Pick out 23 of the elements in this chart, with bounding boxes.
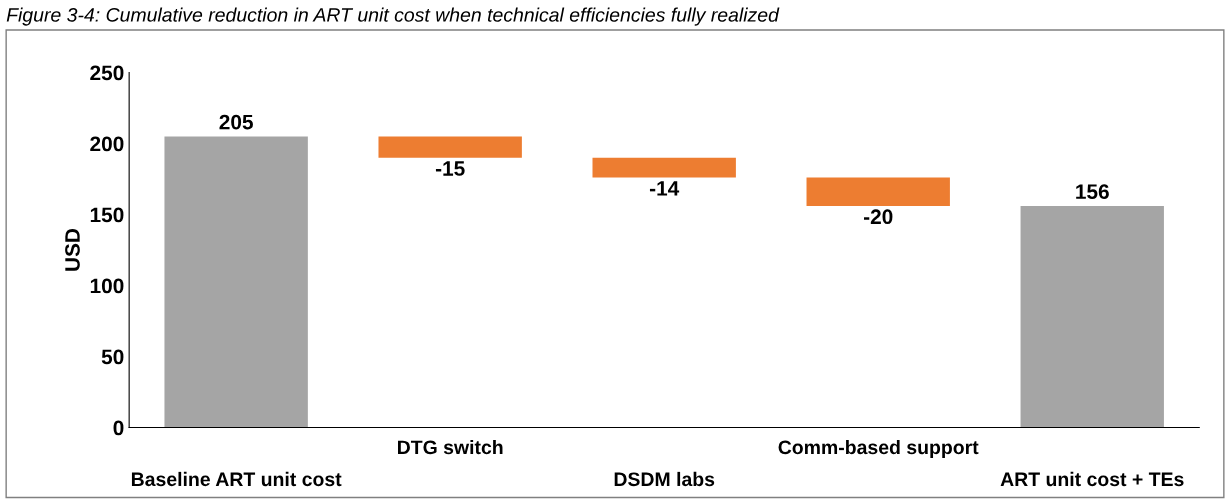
x-tick-label: Comm-based support <box>778 439 979 459</box>
bar <box>592 157 736 178</box>
y-tick-label: 200 <box>90 136 124 152</box>
data-label: 156 <box>1076 184 1109 200</box>
chart-title: Figure 3-4: Cumulative reduction in ART unit cost when technical efficiencies fully realized <box>6 7 780 26</box>
data-label: -20 <box>863 209 893 225</box>
y-tick-label: 150 <box>90 207 124 223</box>
data-label: -15 <box>435 161 465 176</box>
bar <box>164 136 308 428</box>
x-tick-label: DSDM labs <box>614 471 715 487</box>
x-tick-label: DTG switch <box>398 439 503 455</box>
bar <box>806 177 950 206</box>
bar <box>1020 205 1164 428</box>
bar <box>378 136 522 158</box>
y-tick-label: 50 <box>101 349 124 365</box>
x-tick-label: ART unit cost + TEs <box>1000 471 1184 487</box>
data-label: -14 <box>649 181 680 196</box>
y-tick-label: 0 <box>113 420 124 436</box>
data-label: 205 <box>219 114 253 130</box>
y-axis-title: USD <box>65 228 80 271</box>
x-tick-label: Baseline ART unit cost <box>131 471 342 487</box>
y-tick-label: 250 <box>90 65 124 81</box>
y-tick-label: 100 <box>90 278 124 294</box>
